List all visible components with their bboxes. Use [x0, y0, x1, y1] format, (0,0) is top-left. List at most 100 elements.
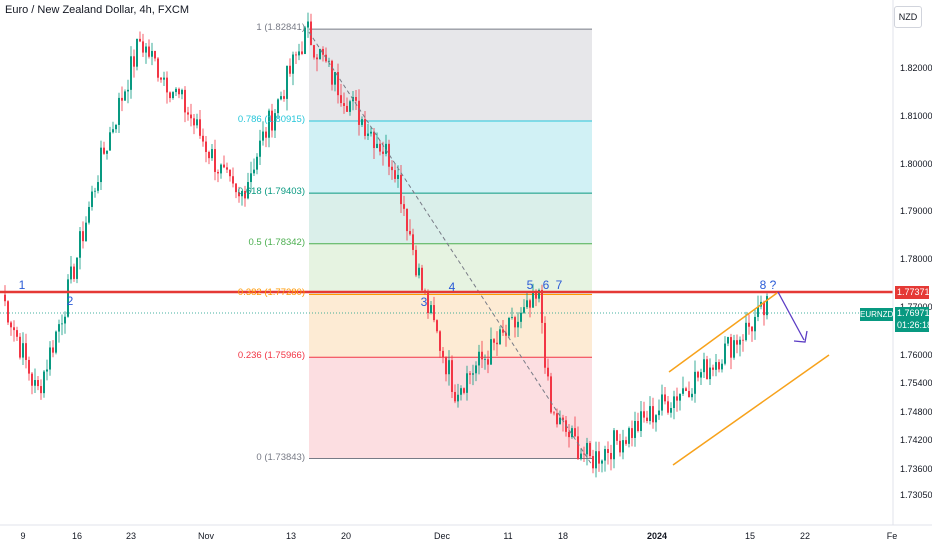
candle-body: [478, 351, 480, 366]
fib-label-0.5: 0.5 (1.78342): [248, 236, 305, 248]
candle-body: [103, 147, 105, 154]
candle-body: [16, 330, 18, 337]
candle-body: [316, 57, 318, 60]
candle-body: [367, 133, 369, 136]
candle-body: [406, 208, 408, 232]
candle-body: [328, 60, 330, 62]
candle-body: [313, 45, 315, 58]
fib-label-0: 0 (1.73843): [256, 451, 305, 463]
candle-body: [646, 417, 648, 422]
candle-body: [622, 440, 624, 453]
fibonacci-retracement: [309, 28, 592, 460]
candle-body: [607, 449, 609, 453]
candle-body: [679, 393, 681, 401]
candle-body: [499, 329, 501, 345]
candle-body: [526, 300, 528, 308]
candle-body: [43, 371, 45, 394]
candle-body: [718, 362, 720, 370]
currency-selector[interactable]: NZD: [894, 6, 922, 28]
candle-body: [70, 266, 72, 280]
candle-body: [757, 306, 759, 317]
candle-body: [52, 347, 54, 353]
candle-body: [31, 373, 33, 386]
fib-band-0.236: [309, 357, 592, 459]
candle-body: [427, 292, 429, 314]
candle-body: [601, 460, 603, 464]
wave-label-3: 3: [420, 295, 428, 309]
candle-body: [445, 357, 447, 375]
time-tick-label: Nov: [197, 531, 215, 541]
candle-body: [268, 110, 270, 138]
candle-body: [562, 417, 564, 421]
candle-body: [232, 176, 234, 184]
candle-body: [73, 266, 75, 279]
candle-body: [766, 296, 768, 316]
candle-body: [151, 50, 153, 57]
red-level-price-badge: 1.77371: [895, 286, 930, 299]
candle-body: [616, 430, 618, 441]
candle-body: [577, 436, 579, 460]
candle-body: [118, 97, 120, 125]
candle-body: [223, 164, 225, 168]
candle-body: [574, 428, 576, 437]
candle-body: [502, 329, 504, 333]
candle-body: [493, 339, 495, 343]
candle-body: [523, 307, 525, 313]
time-tick-label: 22: [799, 531, 811, 541]
candle-body: [457, 394, 459, 402]
candle-body: [202, 135, 204, 142]
candle-body: [703, 359, 705, 373]
candle-body: [538, 289, 540, 299]
candle-body: [709, 367, 711, 380]
candle-body: [85, 222, 87, 242]
candle-body: [349, 101, 351, 112]
candle-body: [271, 110, 273, 131]
price-tick-label: 1.81000: [900, 110, 932, 121]
chart-title: Euro / New Zealand Dollar, 4h, FXCM: [5, 4, 190, 16]
candle-body: [163, 77, 165, 80]
candle-body: [655, 415, 657, 423]
candle-body: [589, 442, 591, 457]
candle-body: [619, 440, 621, 453]
candle-body: [40, 386, 42, 394]
candle-body: [403, 204, 405, 209]
candle-body: [682, 388, 684, 394]
time-tick-label: 20: [340, 531, 352, 541]
candle-body: [379, 143, 381, 152]
fib-label-0.236: 0.236 (1.75966): [237, 350, 305, 362]
candle-body: [520, 312, 522, 322]
candle-body: [76, 257, 78, 279]
candle-body: [451, 360, 453, 392]
candle-body: [715, 362, 717, 370]
candle-body: [160, 77, 162, 80]
wave-label-7: 7: [555, 278, 563, 292]
candle-body: [547, 367, 549, 377]
candle-body: [25, 343, 27, 360]
candle-body: [106, 150, 108, 154]
time-tick-label: 15: [744, 531, 756, 541]
wave-label-1: 1: [18, 278, 26, 292]
candle-body: [205, 141, 207, 152]
candle-body: [442, 350, 444, 358]
candle-body: [10, 322, 12, 328]
candle-body: [730, 337, 732, 358]
candle-body: [244, 190, 246, 199]
candle-body: [418, 267, 420, 276]
last-price-badge: 1.76971: [895, 307, 930, 320]
candle-body: [304, 27, 306, 54]
candle-body: [289, 65, 291, 74]
candle-body: [433, 305, 435, 321]
price-tick-label: 1.76000: [900, 349, 932, 360]
candle-body: [391, 166, 393, 171]
candle-body: [394, 170, 396, 179]
candle-body: [139, 38, 141, 42]
candle-body: [319, 48, 321, 60]
candlestick-series: [4, 12, 768, 478]
candle-body: [286, 65, 288, 99]
candle-body: [706, 359, 708, 380]
candle-body: [217, 171, 219, 174]
candle-body: [610, 452, 612, 460]
candle-body: [736, 340, 738, 345]
wave-label-8: 8: [759, 278, 767, 292]
